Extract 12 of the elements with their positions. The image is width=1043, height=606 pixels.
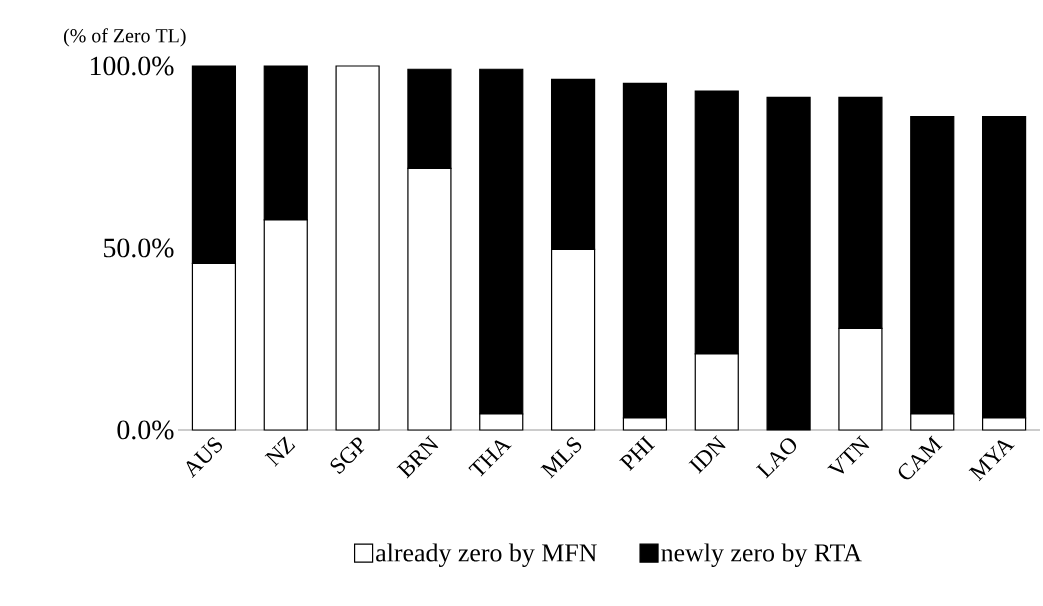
x-tick-label: NZ (264, 436, 296, 467)
y-axis-title: (% of Zero TL) (63, 28, 186, 47)
y-tick-label: 100.0% (90, 56, 174, 76)
x-tick-label: SGP (330, 437, 365, 474)
bar (766, 96, 811, 431)
x-tick-label: THA (468, 440, 512, 477)
y-tick-label: 50.0% (104, 238, 174, 258)
y-tick-label: 0.0% (117, 420, 174, 440)
legend-label: newly zero by RTA (661, 543, 862, 567)
x-tick-label: PHI (619, 435, 655, 472)
legend-label: already zero by MFN (376, 543, 597, 567)
bar (335, 65, 380, 431)
